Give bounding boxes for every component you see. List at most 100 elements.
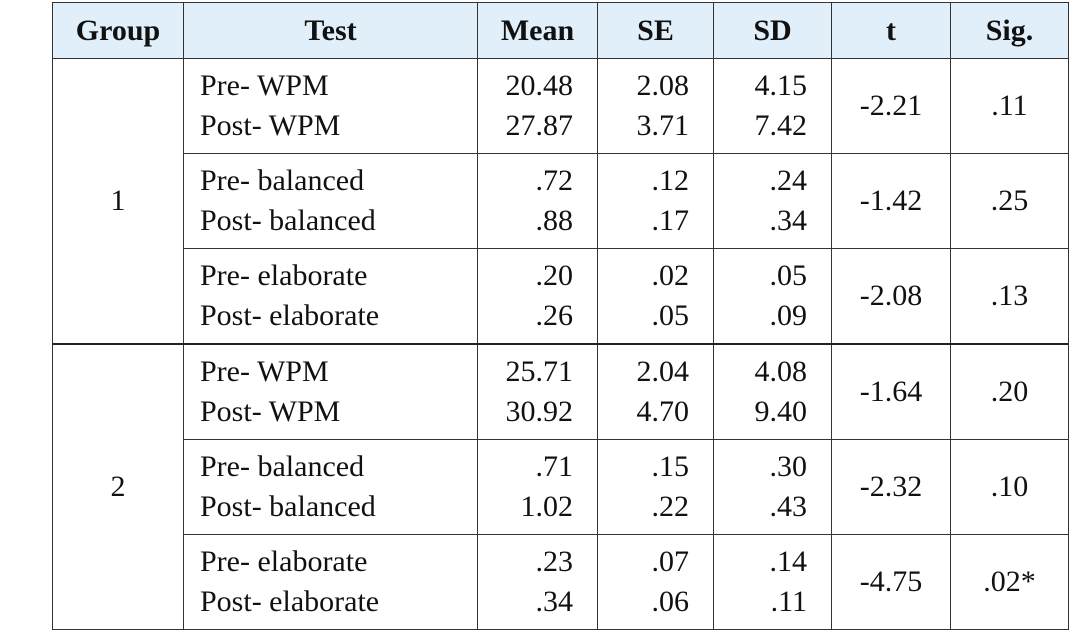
mean-value: .23 xyxy=(535,545,574,578)
header-cell: SD xyxy=(713,2,832,59)
sd-value: .30 xyxy=(769,450,808,483)
mean-value: 1.02 xyxy=(520,490,574,523)
mean-cell: 25.71 30.92 xyxy=(477,343,598,440)
sd-value: .05 xyxy=(769,259,808,292)
table-row: Pre- balanced Post- balanced .72.88.12.17.… xyxy=(53,153,1069,249)
test-value: Pre- elaborate xyxy=(200,259,368,292)
header-cell: Sig. xyxy=(950,2,1069,59)
sd-value: .14 xyxy=(769,545,808,578)
se-cell: .02.05 xyxy=(597,248,714,345)
t-cell: -1.64 xyxy=(831,343,951,440)
group-cell: 2 xyxy=(52,343,184,630)
sig-cell: .25 xyxy=(950,153,1069,249)
se-cell: 2.08 3.71 xyxy=(597,58,714,154)
se-cell: 2.04 4.70 xyxy=(597,343,714,440)
sd-cell: .30.43 xyxy=(713,439,832,535)
table-row: 1 Pre- WPM Post- WPM 20.48 27.87 2.08 3.71 4.15… xyxy=(52,58,1069,345)
sd-value: .24 xyxy=(769,164,808,197)
t-cell: -4.75 xyxy=(831,534,951,630)
se-cell: .12.17 xyxy=(597,153,714,249)
se-value: .22 xyxy=(651,490,690,523)
sig-cell: .20 xyxy=(950,343,1069,440)
mean-value: .71 xyxy=(535,450,574,483)
mean-value: .34 xyxy=(535,585,574,618)
sd-value: .43 xyxy=(769,490,808,523)
sd-value: 9.40 xyxy=(754,395,808,428)
table-row: Pre- elaborate Post- elaborate .20.26.02.0… xyxy=(53,248,1069,345)
sd-cell: 4.15 7.42 xyxy=(713,58,832,154)
se-value: .02 xyxy=(651,259,690,292)
test-cell: Pre- WPM Post- WPM xyxy=(183,58,478,154)
se-value: 2.04 xyxy=(636,355,690,388)
header-cell: SE xyxy=(597,2,714,59)
test-value: Post- WPM xyxy=(200,109,341,142)
sd-value: .34 xyxy=(769,204,808,237)
header-row: Group Test Mean SE SD t Sig. xyxy=(52,2,1069,59)
se-cell: .07.06 xyxy=(597,534,714,630)
test-value: Pre- WPM xyxy=(200,69,329,102)
mean-value: .72 xyxy=(535,164,574,197)
header-cell: t xyxy=(831,2,951,59)
mean-value: 27.87 xyxy=(505,109,574,142)
test-value: Pre- WPM xyxy=(200,355,329,388)
se-value: 3.71 xyxy=(636,109,690,142)
mean-value: .88 xyxy=(535,204,574,237)
mean-cell: .71 1.02 xyxy=(477,439,598,535)
sd-cell: .05.09 xyxy=(713,248,832,345)
t-cell: -1.42 xyxy=(831,153,951,249)
t-cell: -2.32 xyxy=(831,439,951,535)
test-cell: Pre- elaborate Post- elaborate xyxy=(183,534,478,630)
mean-value: 25.71 xyxy=(505,355,574,388)
se-value: .12 xyxy=(651,164,690,197)
test-value: Pre- balanced xyxy=(200,450,365,483)
mean-value: .26 xyxy=(535,299,574,332)
sig-cell: .02* xyxy=(950,534,1069,630)
sig-cell: .11 xyxy=(950,58,1069,154)
test-value: Pre- balanced xyxy=(200,164,365,197)
sd-cell: .24.34 xyxy=(713,153,832,249)
sd-value: 4.15 xyxy=(754,69,808,102)
mean-value: 20.48 xyxy=(505,69,574,102)
test-value: Post- balanced xyxy=(200,490,376,523)
se-value: .06 xyxy=(651,585,690,618)
header-cell: Group xyxy=(52,2,184,59)
t-cell: -2.21 xyxy=(831,58,951,154)
se-cell: .15.22 xyxy=(597,439,714,535)
table-row: Pre- elaborate Post- elaborate .23.34.07.0… xyxy=(53,534,1069,630)
test-value: Post- elaborate xyxy=(200,585,380,618)
se-value: 2.08 xyxy=(636,69,690,102)
results-table: Group Test Mean SE SD t Sig. 1 Pre- WPM Post- WP… xyxy=(52,2,1069,630)
mean-cell: .20.26 xyxy=(477,248,598,345)
test-cell: Pre- elaborate Post- elaborate xyxy=(183,248,478,345)
se-value: .17 xyxy=(651,204,690,237)
sd-value: .11 xyxy=(770,585,807,618)
test-value: Post- balanced xyxy=(200,204,376,237)
mean-value: 30.92 xyxy=(505,395,574,428)
table-row: 2 Pre- WPM Post- WPM 25.71 30.92 2.04 4.70 4.08… xyxy=(52,343,1069,630)
table-body: 1 Pre- WPM Post- WPM 20.48 27.87 2.08 3.71 4.15… xyxy=(52,58,1069,630)
test-value: Post- elaborate xyxy=(200,299,380,332)
sd-value: .09 xyxy=(769,299,808,332)
se-value: .07 xyxy=(651,545,690,578)
table-row: Pre- balanced Post- balanced .71 1.02.15.22… xyxy=(53,439,1069,535)
mean-cell: .23.34 xyxy=(477,534,598,630)
test-value: Post- WPM xyxy=(200,395,341,428)
test-cell: Pre- balanced Post- balanced xyxy=(183,439,478,535)
sd-value: 7.42 xyxy=(754,109,808,142)
test-value: Pre- elaborate xyxy=(200,545,368,578)
test-cell: Pre- balanced Post- balanced xyxy=(183,153,478,249)
se-value: .15 xyxy=(651,450,690,483)
test-cell: Pre- WPM Post- WPM xyxy=(183,343,478,440)
header-cell: Test xyxy=(183,2,478,59)
mean-cell: .72.88 xyxy=(477,153,598,249)
mean-cell: 20.48 27.87 xyxy=(477,58,598,154)
se-value: 4.70 xyxy=(636,395,690,428)
sd-cell: 4.08 9.40 xyxy=(713,343,832,440)
sd-value: 4.08 xyxy=(754,355,808,388)
mean-value: .20 xyxy=(535,259,574,292)
sig-cell: .13 xyxy=(950,248,1069,345)
t-cell: -2.08 xyxy=(831,248,951,345)
header-cell: Mean xyxy=(477,2,598,59)
group-cell: 1 xyxy=(52,58,184,345)
